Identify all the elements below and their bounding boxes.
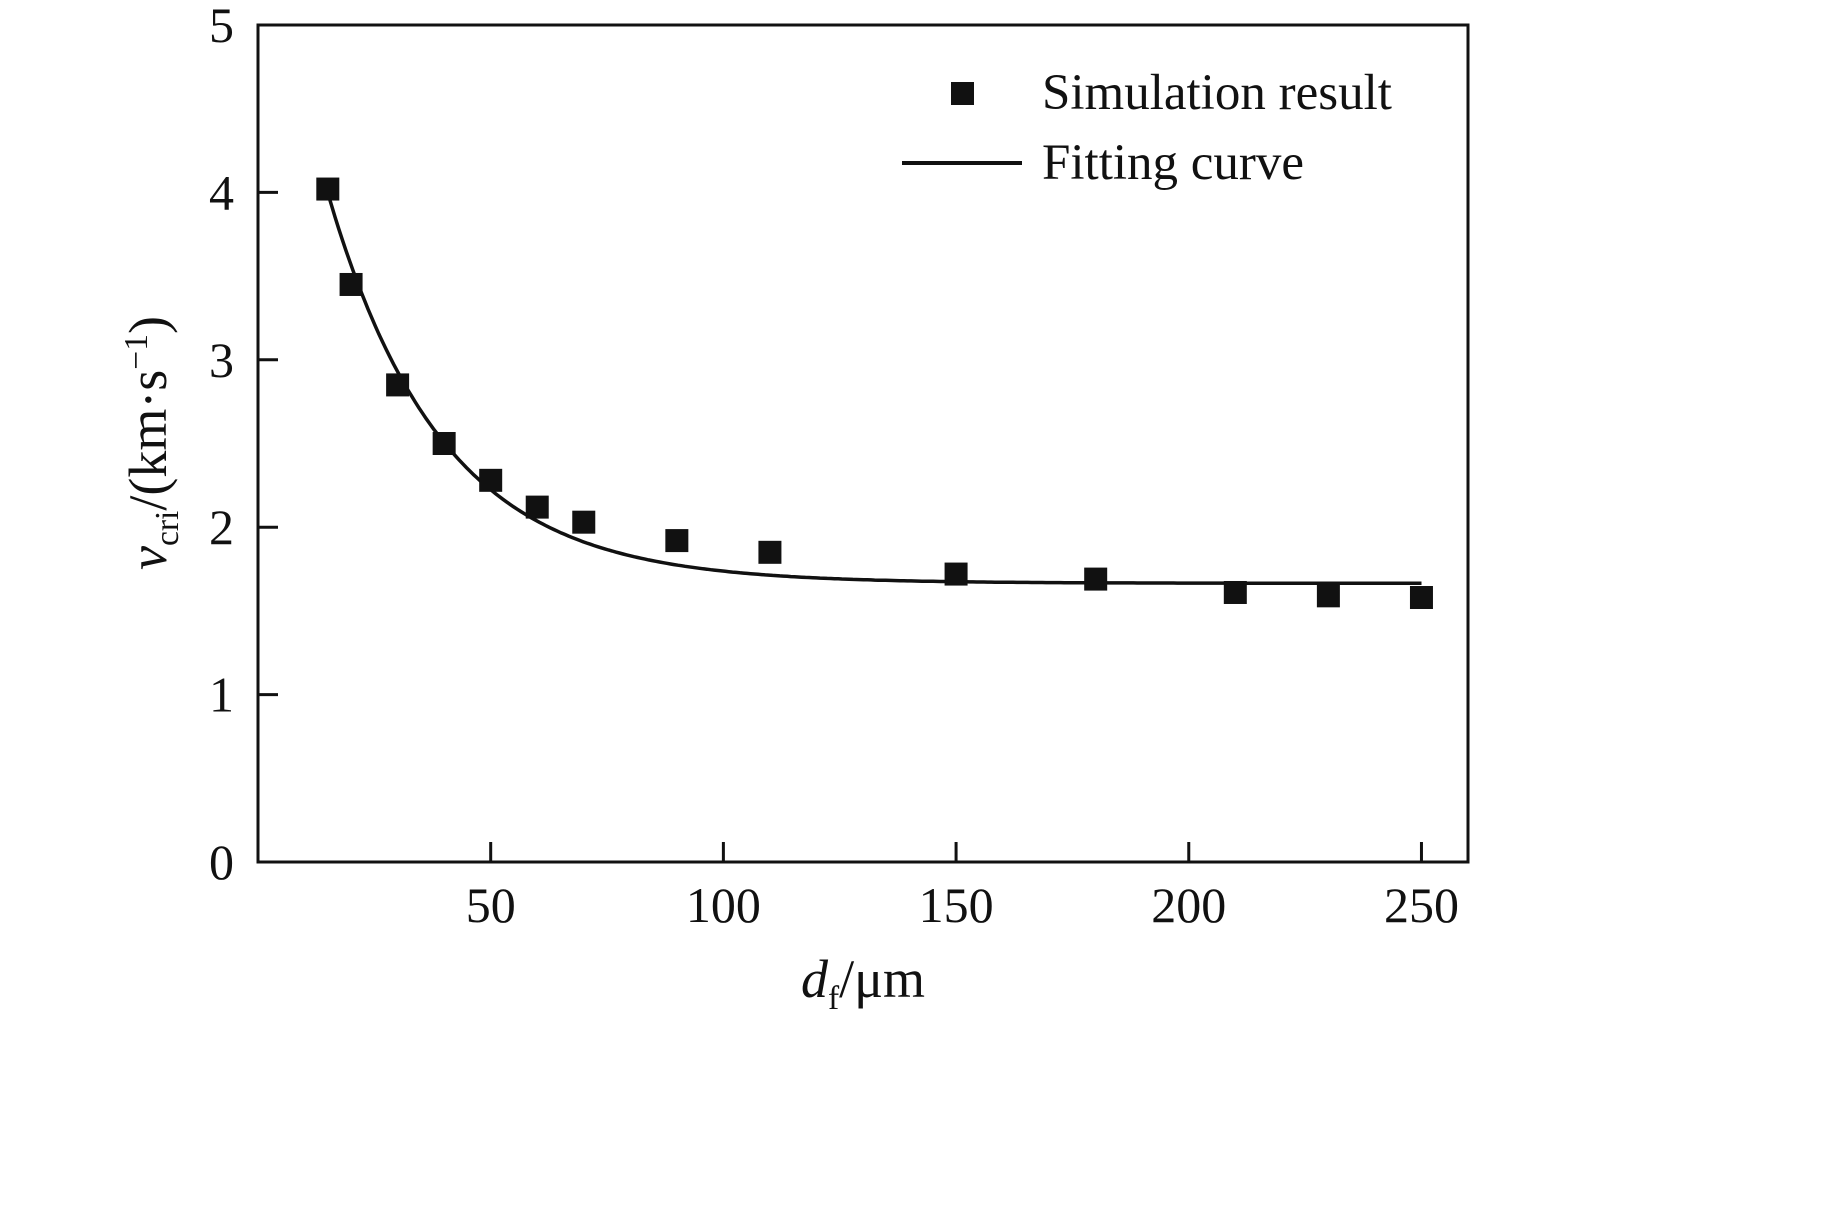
data-point [432, 432, 456, 455]
data-point [1084, 567, 1108, 591]
x-axis-title: df/μm [800, 948, 926, 1015]
data-point [479, 468, 503, 492]
legend-label-fitting: Fitting curve [1042, 135, 1305, 191]
legend-label-simulation: Simulation result [1042, 65, 1392, 121]
y-axis-superscript: −1 [118, 334, 155, 370]
y-axis-variable: v [118, 545, 178, 570]
x-tick-label: 250 [1384, 877, 1459, 933]
y-axis-unit: /(km·s [118, 369, 178, 511]
legend-swatch [898, 81, 1026, 105]
square-marker-icon [950, 81, 974, 105]
data-point [944, 562, 968, 586]
y-axis-subscript: cri [148, 510, 186, 546]
legend: Simulation result Fitting curve [898, 58, 1392, 198]
x-tick-label: 50 [466, 877, 516, 933]
x-tick-label: 100 [686, 877, 761, 933]
data-point [1223, 580, 1247, 604]
y-tick-label: 0 [209, 834, 234, 890]
data-point [525, 495, 549, 519]
legend-item-simulation-result: Simulation result [898, 58, 1392, 128]
y-axis-title: vcri/(km·s−1) [117, 316, 186, 570]
data-point [758, 540, 782, 564]
line-marker-icon [902, 161, 1022, 165]
x-tick-label: 200 [1151, 877, 1226, 933]
y-tick-label: 3 [209, 332, 234, 388]
y-axis-unit-close: ) [118, 316, 178, 335]
data-point [1409, 586, 1433, 610]
y-tick-label: 1 [209, 667, 234, 723]
x-axis-unit: /μm [839, 949, 926, 1009]
data-point [1316, 584, 1340, 608]
y-tick-label: 5 [209, 0, 234, 53]
x-tick-label: 150 [919, 877, 994, 933]
fitting-curve [326, 192, 1422, 586]
y-tick-label: 4 [209, 164, 234, 220]
data-point [386, 373, 410, 397]
legend-item-fitting-curve: Fitting curve [898, 128, 1392, 198]
data-point [665, 529, 689, 553]
data-point [572, 510, 596, 534]
plot-frame [256, 23, 1470, 864]
legend-swatch [898, 161, 1026, 165]
x-axis-variable: d [800, 949, 828, 1009]
x-axis-subscript: f [827, 979, 840, 1017]
data-point [316, 177, 340, 201]
data-point [339, 272, 363, 296]
y-tick-label: 2 [209, 499, 234, 555]
